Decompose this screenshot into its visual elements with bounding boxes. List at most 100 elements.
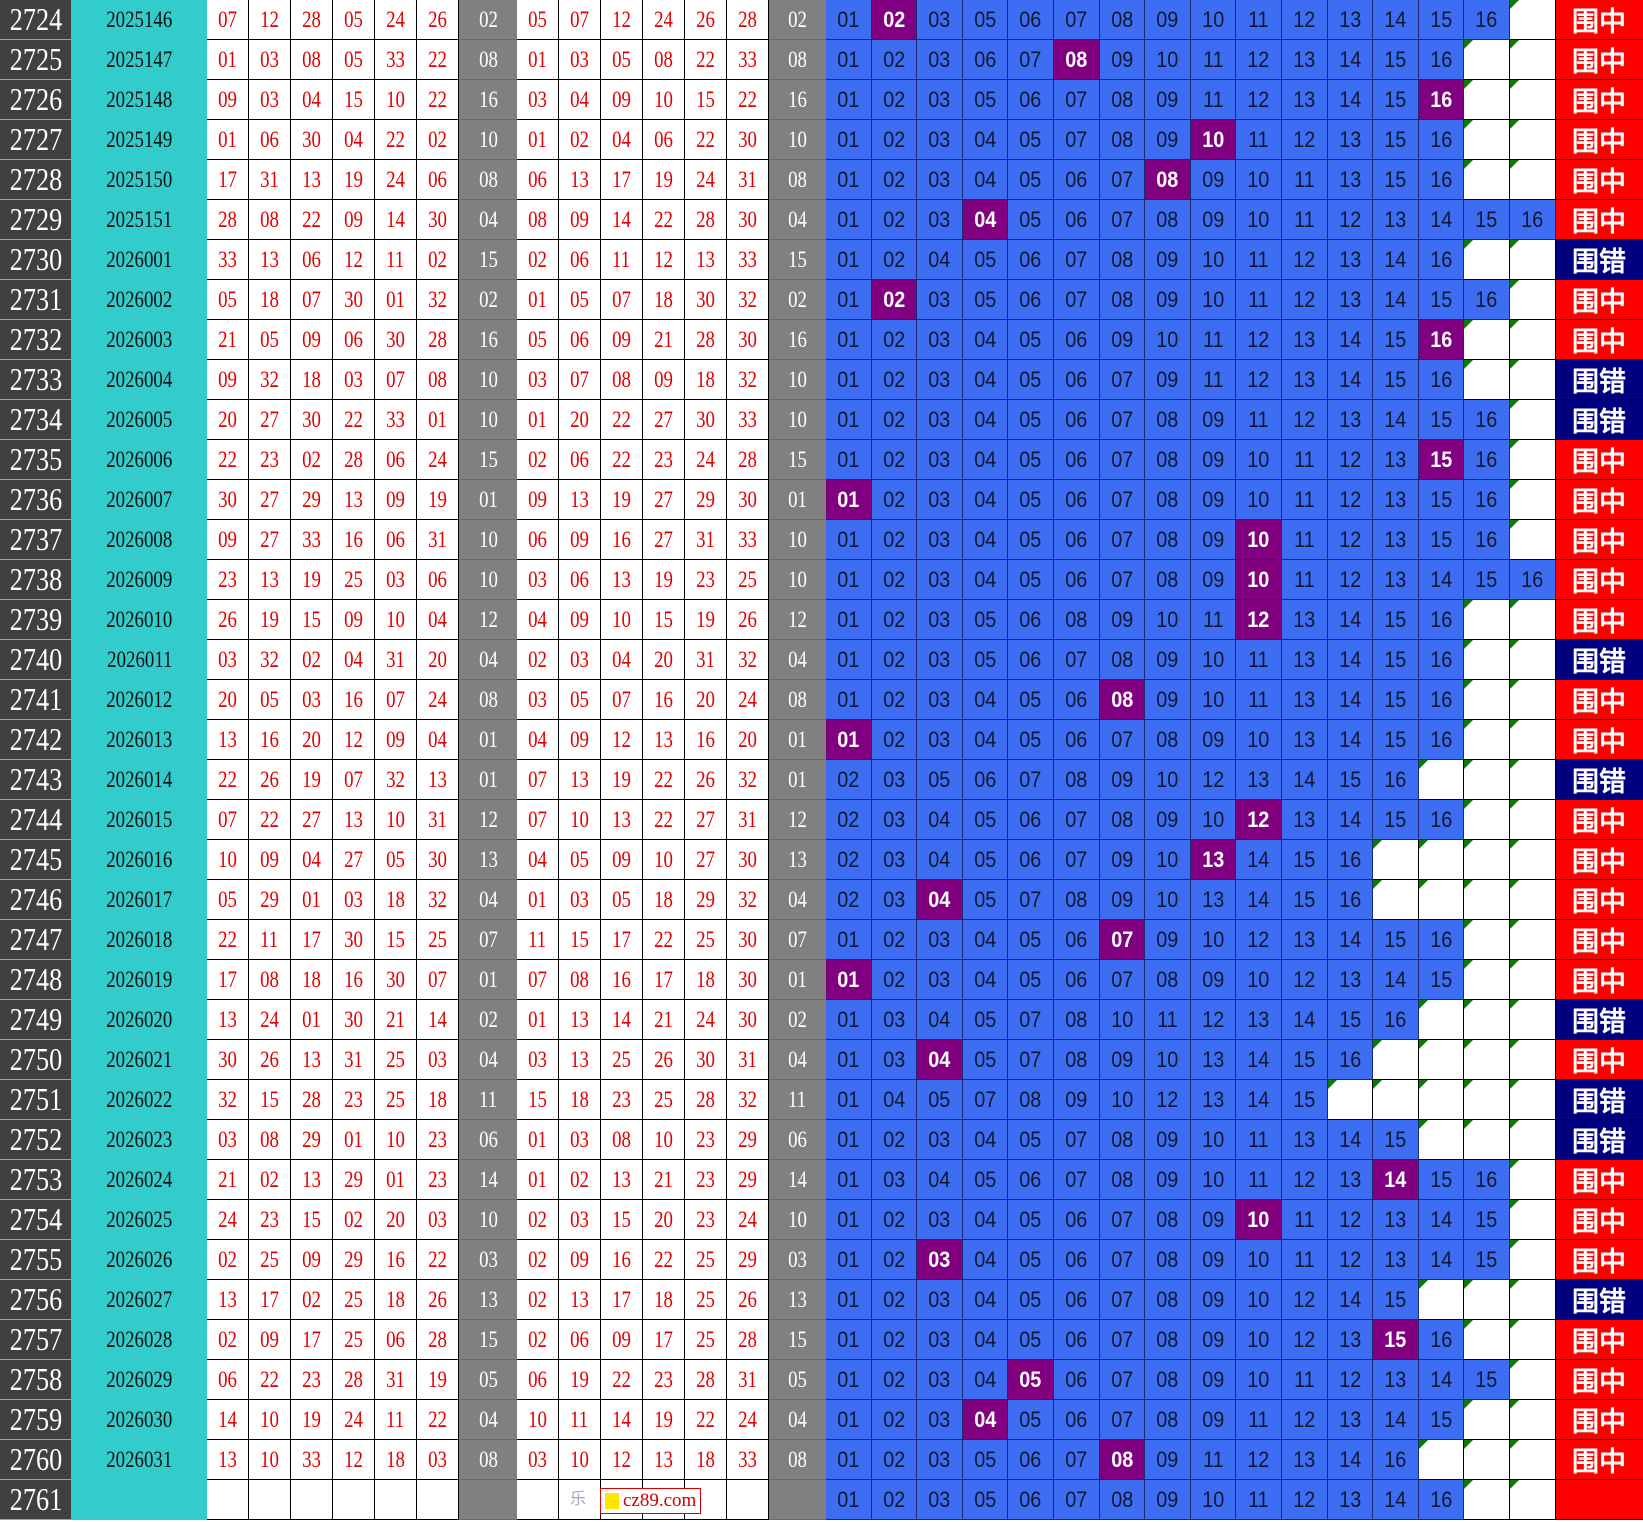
table-row: 2733 2026004 09 32 18 03 07 08 10 03 07 08 09 18 32 10 0… (0, 360, 1643, 400)
candidate-number-text: 14 (1338, 726, 1361, 752)
candidate-number-text: 01 (837, 1486, 860, 1512)
candidate-number: 08 (1099, 800, 1146, 840)
candidate-number: 03 (917, 1120, 963, 1160)
candidate-number: 11 (1281, 1200, 1328, 1240)
candidate-number-text: 10 (1156, 606, 1179, 632)
issue-number: 2026022 (72, 1080, 207, 1120)
candidate-number: 13 (1281, 720, 1328, 760)
candidate-number: 01 (826, 40, 872, 80)
candidate-number-text: 15 (1429, 6, 1453, 32)
draw-number: 13 (333, 480, 375, 520)
candidate-number: 09 (1099, 600, 1146, 640)
row-number-text: 2753 (9, 1161, 62, 1197)
sorted-number-text: 14 (612, 206, 631, 232)
sorted-number-text: 16 (612, 526, 631, 552)
candidate-number-hit: 04 (962, 200, 1009, 240)
candidate-number: 05 (1008, 680, 1054, 720)
candidate-number-hit: 04 (917, 1040, 963, 1080)
empty-cell-comment-marker (1509, 1040, 1556, 1080)
candidate-number: 06 (1053, 1200, 1100, 1240)
candidate-number: 13 (1236, 760, 1282, 800)
draw-number-text: 22 (428, 46, 447, 72)
draw-number-text: 29 (302, 486, 321, 512)
candidate-number: 13 (1373, 440, 1419, 480)
result-badge-text: 围中 (1572, 327, 1626, 357)
candidate-number: 01 (826, 1440, 872, 1480)
candidate-number-text: 13 (1384, 1366, 1407, 1392)
draw-number-text: 33 (302, 1446, 321, 1472)
sorted-number-text: 20 (738, 726, 757, 752)
candidate-number: 01 (826, 200, 872, 240)
candidate-number-text: 08 (1110, 1486, 1133, 1512)
row-number: 2744 (0, 800, 72, 840)
draw-number-text: 24 (218, 1206, 237, 1232)
candidate-number: 09 (1099, 40, 1146, 80)
draw-number-text: 05 (218, 886, 237, 912)
candidate-number: 07 (1053, 800, 1100, 840)
candidate-number-text: 03 (928, 126, 951, 152)
candidate-number: 02 (871, 640, 918, 680)
issue-number: 2026023 (72, 1120, 207, 1160)
candidate-number: 06 (1008, 640, 1054, 680)
candidate-number: 02 (871, 320, 918, 360)
draw-number-text: 02 (428, 126, 447, 152)
candidate-number: 07 (1053, 120, 1100, 160)
candidate-number-text: 05 (974, 286, 997, 312)
row-number-text: 2728 (9, 161, 62, 197)
sorted-number: 27 (685, 840, 727, 880)
sorted-number: 28 (685, 1080, 727, 1120)
sorted-number-text: 24 (738, 1206, 757, 1232)
candidate-number: 16 (1373, 1440, 1419, 1480)
candidate-number-text: 02 (882, 1206, 905, 1232)
empty-cell-comment-marker (1464, 920, 1510, 960)
sorted-number-text: 04 (570, 86, 589, 112)
special-number: 10 (459, 120, 517, 160)
candidate-number-text: 16 (1475, 6, 1498, 32)
candidate-number-text: 06 (974, 46, 997, 72)
draw-number-text: 01 (386, 1166, 405, 1192)
special-number-repeat: 11 (769, 1080, 826, 1120)
candidate-number-text: 09 (1202, 1246, 1225, 1272)
special-number-text: 12 (478, 806, 498, 832)
candidate-number: 16 (1327, 880, 1374, 920)
draw-number-text: 23 (428, 1166, 447, 1192)
candidate-number-text: 04 (974, 966, 997, 992)
sorted-number: 18 (685, 360, 727, 400)
draw-number-text: 22 (428, 1406, 447, 1432)
draw-number-text: 25 (386, 1086, 405, 1112)
special-number-text: 04 (478, 1406, 498, 1432)
candidate-number-text: 15 (1429, 1406, 1453, 1432)
sorted-number-text: 03 (528, 566, 547, 592)
candidate-number-text: 03 (928, 646, 951, 672)
draw-number: 28 (207, 200, 249, 240)
draw-number-text: 33 (386, 46, 405, 72)
empty-cell-comment-marker (1509, 960, 1556, 1000)
sorted-number-text: 18 (654, 886, 673, 912)
candidate-number: 09 (1145, 0, 1191, 40)
issue-number: 2025148 (72, 80, 207, 120)
row-number-text: 2760 (9, 1441, 62, 1477)
sorted-number-text: 06 (570, 246, 589, 272)
candidate-number-hit: 10 (1236, 560, 1282, 600)
special-number: 08 (459, 40, 517, 80)
candidate-number-text: 02 (882, 286, 905, 312)
sorted-number-text: 20 (654, 1206, 673, 1232)
table-row: 2734 2026005 20 27 30 22 33 01 10 01 20 22 27 30 33 10 0… (0, 400, 1643, 440)
sorted-number: 03 (517, 80, 559, 120)
draw-number: 23 (291, 1360, 333, 1400)
candidate-number: 11 (1236, 1160, 1282, 1200)
candidate-number-text: 11 (1293, 1366, 1315, 1392)
sorted-number: 13 (643, 720, 685, 760)
draw-number: 23 (417, 1120, 459, 1160)
candidate-number: 10 (1099, 1080, 1146, 1120)
result-badge: 围错 (1555, 400, 1643, 440)
sorted-number: 30 (727, 1000, 769, 1040)
issue-number-text: 2026029 (106, 1367, 173, 1392)
candidate-number: 07 (1099, 1240, 1146, 1280)
candidate-number-text: 14 (1293, 1006, 1316, 1032)
candidate-number: 09 (1190, 720, 1237, 760)
candidate-number: 07 (1099, 160, 1146, 200)
special-number-repeat-text: 06 (788, 1126, 807, 1152)
table-row: 2728 2025150 17 31 13 19 24 06 08 06 13 17 19 24 31 08 0… (0, 160, 1643, 200)
row-number: 2747 (0, 920, 72, 960)
